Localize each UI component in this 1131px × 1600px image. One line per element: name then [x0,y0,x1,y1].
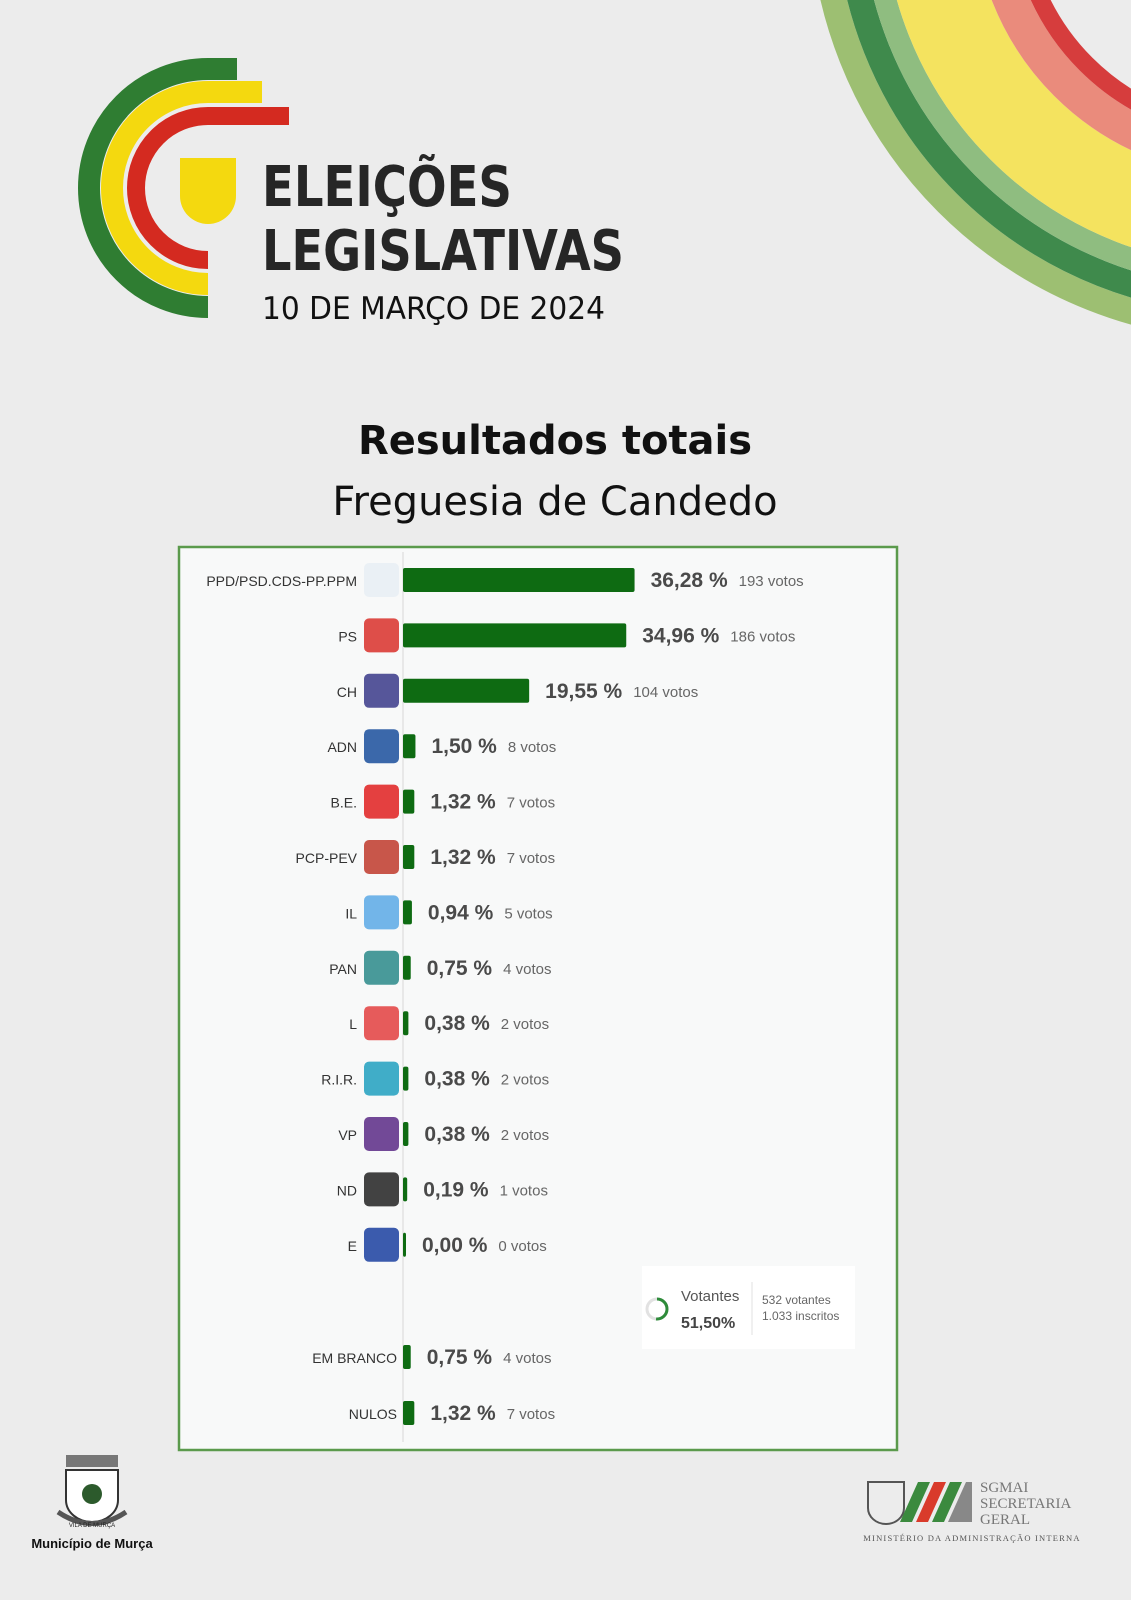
party-logo [364,563,399,597]
category-label: ND [337,1182,357,1198]
bar [403,734,416,759]
category-label: EM BRANCO [312,1350,397,1366]
turnout-arc [655,1297,669,1321]
party-logo [364,618,399,653]
election-logo [78,58,289,318]
value-label: 36,28 % [651,569,728,592]
category-label: NULOS [349,1406,397,1422]
org-name: GERAL [980,1512,1030,1528]
votes-label: 1 votos [500,1182,548,1199]
party-logo [364,1117,399,1151]
party-logo [364,1061,399,1096]
party-logo [364,1172,399,1207]
ministry-name: MINISTÉRIO DA ADMINISTRAÇÃO INTERNA [863,1533,1080,1543]
bar [403,955,411,980]
category-label: L [349,1016,357,1032]
bar-chart: PPD/PSD.CDS-PP.PPM 36,28 % 193 votos PS 34,9… [206,563,804,1425]
category-label: ADN [327,739,357,755]
value-label: 0,19 % [423,1178,489,1201]
votes-label: 5 votos [504,905,552,922]
value-label: 34,96 % [642,624,719,647]
sgmai-logo [867,1481,972,1525]
votes-label: 4 votos [503,961,551,978]
party-logo [364,950,399,985]
bar [403,1011,409,1036]
category-label: E [348,1238,357,1254]
value-label: 0,75 % [427,1346,493,1369]
turnout-voters: 532 votantes [762,1293,831,1307]
logo-title: LEGISLATIVAS [262,219,624,284]
bar [403,789,415,814]
turnout-label: Votantes [681,1288,739,1305]
bar [403,1122,409,1146]
votes-label: 186 votos [730,628,795,645]
votes-label: 7 votos [507,795,555,812]
bar [403,568,635,592]
party-logo [364,840,399,874]
logo-title: ELEIÇÕES [262,155,512,220]
turnout-value: 51,50% [681,1315,735,1332]
turnout-card [642,1266,855,1349]
votes-label: 7 votos [507,1406,555,1423]
value-label: 1,32 % [430,791,496,814]
bar [403,845,415,869]
bar [403,1401,415,1425]
value-label: 19,55 % [545,680,622,703]
votes-label: 104 votos [633,684,698,701]
value-label: 0,38 % [424,1012,490,1035]
votes-label: 193 votos [739,573,804,590]
value-label: 0,00 % [422,1234,488,1257]
bar [403,1177,408,1202]
votes-label: 2 votos [501,1072,549,1089]
crest-text: VILA DE MURÇA [69,1523,115,1529]
logo-date: 10 DE MARÇO DE 2024 [262,291,605,327]
votes-label: 2 votos [501,1127,549,1144]
category-label: PAN [329,961,357,977]
turnout-registered: 1.033 inscritos [762,1309,839,1323]
value-label: 1,32 % [430,846,496,869]
value-label: 1,50 % [431,735,497,758]
turnout-ring [655,1297,669,1321]
category-label: PS [338,628,357,644]
org-name: SGMAI [980,1480,1028,1496]
category-label: CH [337,684,357,700]
value-label: 0,38 % [424,1068,490,1091]
category-label: IL [345,905,357,921]
category-label: B.E. [331,795,357,811]
votes-label: 4 votos [503,1350,551,1367]
votes-label: 0 votos [498,1238,546,1255]
party-logo [364,1006,399,1041]
category-label: PPD/PSD.CDS-PP.PPM [206,573,357,589]
bar [403,1232,406,1257]
category-label: VP [338,1127,357,1143]
party-logo [364,673,399,708]
category-label: PCP-PEV [296,850,358,866]
subheading: Freguesia de Candedo [332,479,777,525]
bar [403,1345,411,1369]
value-label: 0,75 % [427,957,493,980]
org-name: SECRETARIA [980,1496,1071,1512]
party-logo [364,895,399,930]
bar [403,623,627,648]
municipality-crest [56,1455,128,1526]
municipality-name: Município de Murça [31,1536,153,1551]
votes-label: 2 votos [501,1016,549,1033]
category-label: R.I.R. [321,1072,357,1088]
bar [403,1066,409,1091]
party-logo [364,784,399,819]
bar [403,678,530,703]
value-label: 0,94 % [428,901,494,924]
value-label: 0,38 % [424,1123,490,1146]
votes-label: 8 votos [508,739,556,756]
bar [403,900,412,925]
value-label: 1,32 % [430,1402,496,1425]
party-logo [364,1227,399,1262]
party-logo [364,729,399,764]
votes-label: 7 votos [507,850,555,867]
heading: Resultados totais [358,418,752,464]
